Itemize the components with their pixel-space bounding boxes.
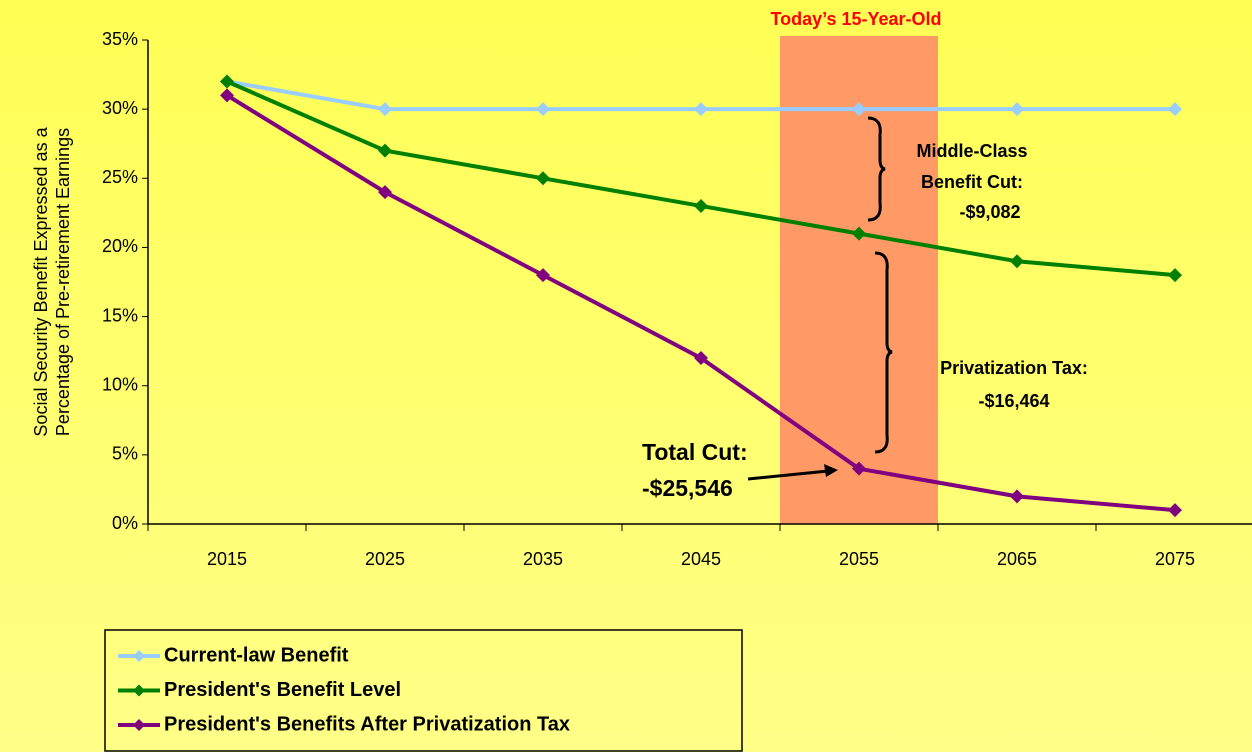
annotation: -$16,464 [978,391,1049,411]
marker [1010,102,1024,117]
legend-marker [133,650,145,662]
legend-label: Current-law Benefit [164,644,349,666]
highlight-title: Today’s 15-Year-Old [770,9,941,29]
marker [378,143,392,158]
marker [852,102,866,117]
annotation: -$25,546 [642,475,733,501]
marker [694,102,708,117]
y-tick-label: 5% [112,444,138,464]
y-tick-label: 25% [102,167,138,187]
marker [694,198,708,213]
marker [852,226,866,241]
legend-marker [133,719,145,731]
marker [536,171,550,186]
marker [1010,254,1024,269]
x-tick-label: 2045 [681,549,721,569]
x-tick-label: 2055 [839,549,879,569]
arrow [747,469,829,481]
y-tick-label: 10% [102,374,138,394]
y-tick-label: 20% [102,236,138,256]
brace [867,116,886,222]
marker [536,268,550,283]
x-tick-label: 2065 [997,549,1037,569]
y-tick-label: 0% [112,513,138,533]
marker [852,461,866,476]
annotation: Middle-Class [916,141,1027,161]
legend-marker [133,684,145,697]
marker [378,185,392,200]
y-tick-label: 35% [102,29,138,49]
arrow-head [824,464,838,477]
y-tick-label: 15% [102,305,138,325]
annotation: -$9,082 [959,202,1020,222]
annotation: Privatization Tax: [940,358,1088,378]
marker [1010,489,1024,504]
annotation: Total Cut: [642,439,748,465]
legend-box [104,629,743,752]
marker [1168,102,1182,117]
x-tick-label: 2025 [365,549,405,569]
annotation: Benefit Cut: [921,172,1023,192]
highlight-band [780,36,938,524]
marker [1168,503,1182,518]
marker [220,88,234,103]
x-tick-label: 2075 [1155,549,1195,569]
marker [536,102,550,117]
x-tick-label: 2035 [523,549,563,569]
x-tick-label: 2015 [207,549,247,569]
y-axis-label: Percentage of Pre-retirement Earnings [53,128,73,436]
y-tick-label: 30% [102,98,138,118]
marker [1168,268,1182,283]
marker [378,102,392,117]
marker [220,74,234,89]
legend-label: President's Benefit Level [164,679,401,701]
legend-label: President's Benefits After Privatization… [164,713,570,735]
brace [874,251,893,454]
y-axis-label: Social Security Benefit Expressed as a [31,126,51,436]
marker [694,351,708,366]
